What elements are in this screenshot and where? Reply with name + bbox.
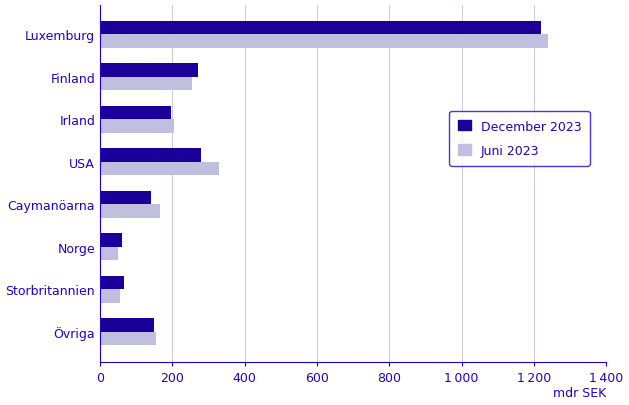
Bar	[100, 22, 541, 35]
Bar	[100, 191, 151, 205]
Bar	[100, 234, 122, 247]
Bar	[100, 290, 120, 303]
Bar	[100, 120, 174, 134]
Bar	[100, 247, 118, 261]
Bar	[100, 149, 201, 162]
Bar	[100, 64, 198, 78]
Bar	[100, 205, 160, 218]
X-axis label: mdr SEK: mdr SEK	[553, 386, 606, 399]
Legend: December 2023, Juni 2023: December 2023, Juni 2023	[449, 111, 590, 166]
Bar	[100, 318, 154, 332]
Bar	[100, 35, 548, 49]
Bar	[100, 78, 192, 91]
Bar	[100, 276, 123, 290]
Bar	[100, 107, 170, 120]
Bar	[100, 332, 156, 345]
Bar	[100, 162, 220, 176]
